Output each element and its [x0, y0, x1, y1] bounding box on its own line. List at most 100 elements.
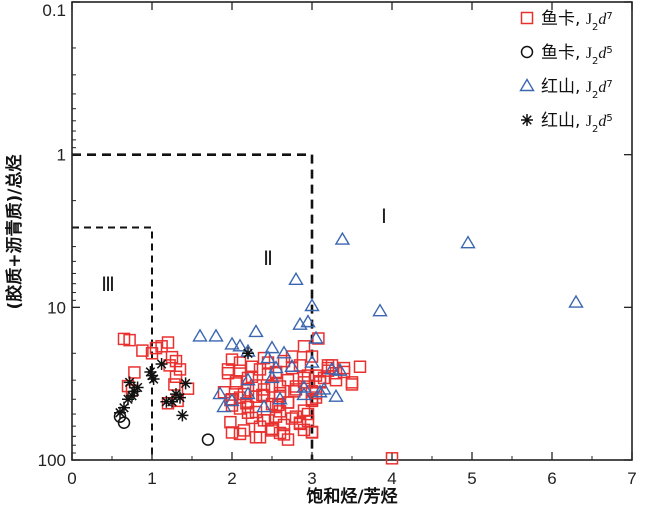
square-point [165, 350, 179, 364]
square-point [289, 410, 303, 423]
triangle-point [304, 354, 320, 368]
triangle-point [264, 370, 280, 384]
square-point [277, 354, 291, 368]
legend-separator: , [575, 111, 586, 131]
legend-label: 鱼卡, J2d7 [541, 9, 613, 33]
triangle-point [334, 231, 351, 245]
triangle-point [568, 294, 584, 308]
square-point [168, 378, 181, 391]
legend-location: 红山 [541, 111, 575, 131]
square-point [249, 390, 263, 403]
series-circle [113, 410, 215, 446]
square-point [297, 371, 311, 385]
x-tick-label: 3 [307, 469, 316, 488]
square-point [240, 397, 253, 410]
triangle-point [260, 350, 276, 364]
square-point [217, 386, 231, 399]
asterisk-point [118, 401, 130, 414]
square-point [169, 370, 183, 384]
triangle-point [192, 328, 208, 342]
region-boundaries [72, 153, 314, 460]
circle-point [117, 416, 131, 429]
square-point [161, 336, 175, 349]
square-point [136, 344, 149, 357]
x-tick-label: 1 [147, 469, 156, 488]
triangle-point [292, 316, 308, 330]
square-point [128, 366, 141, 379]
square-point [233, 364, 247, 377]
triangle-point [316, 381, 332, 395]
square-point [253, 431, 267, 444]
legend-member: d [598, 11, 607, 28]
square-point [237, 424, 251, 437]
square-point [241, 406, 255, 419]
asterisk-point [155, 357, 168, 370]
square-point [224, 415, 237, 429]
series-square [117, 332, 399, 465]
square-point [353, 360, 367, 373]
legend-formation: J [586, 11, 592, 28]
asterisk-point [144, 365, 157, 378]
asterisk-point [131, 381, 144, 394]
square-point [245, 360, 259, 373]
legend-subscript: 2 [592, 22, 598, 33]
legend-circle-icon [520, 45, 534, 59]
plot-border [71, 1, 633, 461]
legend-superscript: 5 [606, 45, 612, 56]
square-point [277, 428, 291, 441]
asterisk-point [146, 369, 158, 382]
legend-entry: 红山, J2d7 [519, 77, 613, 101]
square-point [257, 414, 271, 427]
triangle-point [264, 340, 280, 354]
legend-subscript: 2 [592, 90, 598, 101]
legend-entry: 鱼卡, J2d7 [520, 9, 613, 33]
triangle-point [248, 324, 264, 338]
square-point [225, 353, 239, 366]
data-points [113, 231, 584, 465]
triangle-point [324, 361, 340, 375]
triangle-point [240, 386, 256, 400]
legend-superscript: 7 [606, 11, 612, 22]
x-tick-label: 5 [467, 469, 476, 488]
legend-separator: , [575, 43, 586, 63]
x-tick-label: 0 [67, 469, 76, 488]
square-point [256, 388, 269, 402]
square-point [345, 376, 359, 389]
triangle-point [288, 271, 304, 285]
legend-separator: , [575, 77, 586, 97]
y-tick-label: 0.1 [42, 1, 66, 20]
legend-triangle-icon [519, 78, 535, 92]
square-point [301, 407, 315, 421]
asterisk-point [126, 389, 138, 402]
square-point [269, 400, 283, 414]
triangle-point [284, 358, 300, 372]
legend-label: 鱼卡, J2d5 [541, 43, 613, 67]
triangle-point [256, 399, 272, 413]
legend-member: d [598, 45, 607, 62]
legend-formation: J [586, 113, 592, 130]
triangle-point [276, 345, 292, 359]
triangle-point [224, 393, 240, 407]
triangle-point [268, 360, 284, 374]
region-label: Ⅱ [263, 248, 273, 270]
series-asterisk [114, 347, 254, 422]
series-triangle [192, 231, 584, 413]
square-point [237, 387, 251, 401]
asterisk-point [147, 373, 160, 386]
legend-label: 红山, J2d7 [541, 77, 613, 101]
legend-entry: 红山, J2d5 [521, 111, 613, 135]
square-point [257, 351, 271, 365]
triangle-point [308, 330, 324, 344]
square-point [285, 350, 299, 363]
triangle-point [272, 391, 288, 405]
triangle-point [372, 303, 388, 317]
triangle-point [296, 387, 312, 401]
y-tick-label: 1 [57, 146, 66, 165]
legend-superscript: 5 [606, 113, 612, 124]
triangle-point [216, 399, 232, 413]
triangle-point [304, 298, 320, 312]
axis-ticks [71, 1, 633, 461]
asterisk-point [176, 409, 189, 422]
triangle-point [208, 328, 224, 342]
square-point [385, 452, 399, 465]
